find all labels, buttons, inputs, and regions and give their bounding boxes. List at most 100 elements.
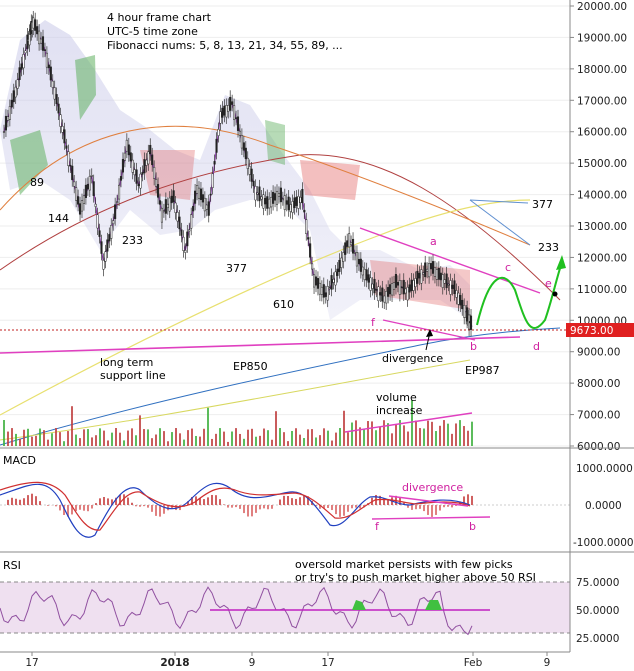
volume-bar: [155, 434, 157, 446]
rsi-tick-50: 50.0000: [576, 605, 619, 617]
candle-body: [73, 181, 76, 187]
macd-histogram-bar: [315, 505, 317, 507]
candle-body: [338, 259, 341, 272]
macd-histogram-bar: [107, 498, 109, 505]
candle-body: [164, 199, 167, 214]
volume-bar: [443, 420, 445, 446]
candle-body: [418, 272, 421, 279]
wave-label-e: e: [545, 277, 552, 290]
candle-body: [108, 234, 111, 242]
macd-histogram-bar: [407, 505, 409, 508]
candle-body: [205, 204, 208, 210]
candle-body: [314, 276, 318, 286]
candle-body: [92, 181, 95, 196]
candle-body: [116, 201, 119, 204]
point-e-marker: [552, 291, 558, 297]
volume-bar: [123, 440, 125, 446]
macd-histogram-bar: [471, 495, 473, 505]
macd-panel: MACD divergence f b 1000.0000 0.0000 -10…: [0, 448, 634, 552]
candle-body: [435, 269, 438, 280]
candle-body: [176, 211, 179, 222]
candle-body: [125, 139, 128, 152]
ema-yellow-line: [0, 199, 531, 416]
candle-body: [328, 287, 331, 289]
rsi-tick-75: 75.0000: [576, 577, 619, 589]
candle-body: [24, 50, 27, 54]
support-line-label-2: support line: [100, 369, 166, 382]
candle-body: [106, 239, 109, 252]
volume-bar: [243, 438, 245, 446]
candle-body: [291, 201, 294, 213]
macd-histogram-bar: [27, 495, 29, 505]
cloud-red-patch: [140, 150, 195, 200]
macd-histogram-bar: [59, 505, 61, 511]
candle-body: [82, 195, 86, 204]
candle-body: [326, 286, 329, 301]
candle-body: [373, 278, 376, 294]
volume-bars: [3, 400, 473, 446]
candle-body: [4, 115, 8, 131]
macd-histogram-bar: [247, 505, 249, 517]
candle-body: [65, 145, 68, 149]
macd-histogram-bar: [111, 499, 113, 505]
macd-histogram-bar: [127, 497, 129, 505]
candle-body: [431, 261, 435, 274]
candle-body: [398, 280, 401, 295]
candle-body: [233, 105, 236, 120]
header-line-3: Fibonacci nums: 5, 8, 13, 21, 34, 55, 89…: [107, 39, 343, 52]
candle-body: [184, 250, 187, 253]
candle-body: [88, 176, 91, 191]
volume-bar: [391, 433, 393, 446]
candle-body: [143, 159, 146, 174]
macd-tick-1000: 1000.0000: [576, 463, 633, 475]
ep850-label: EP850: [233, 360, 268, 373]
volume-bar: [367, 421, 369, 446]
macd-histogram-bar: [279, 499, 281, 505]
candle-body: [367, 274, 370, 283]
candle-body: [231, 101, 234, 105]
candle-body: [20, 63, 23, 70]
candle-body: [45, 52, 48, 68]
candle-body: [86, 184, 89, 190]
price-tick-label: 8000.00: [577, 378, 620, 390]
rsi-panel: RSI oversold market persists with few pi…: [0, 552, 619, 652]
macd-histogram-bar: [443, 505, 445, 508]
candle-body: [322, 284, 325, 298]
price-tick-label: 18000.00: [577, 64, 627, 76]
macd-histogram-bar: [211, 494, 213, 505]
volume-bar: [51, 433, 53, 446]
rsi-annotation-1: oversold market persists with few picks: [295, 558, 513, 571]
macd-histogram-bar: [71, 505, 73, 515]
macd-histogram-bar: [291, 498, 293, 505]
macd-histogram-bar: [439, 505, 441, 511]
ema-label-377-right: 377: [532, 198, 553, 211]
candle-body: [104, 251, 107, 262]
candle-body: [34, 19, 37, 31]
macd-histogram-bar: [131, 502, 133, 505]
candle-body: [313, 274, 316, 288]
volume-bar: [111, 432, 113, 446]
candle-body: [16, 79, 19, 89]
candle-body: [199, 188, 202, 200]
support-line-label: long term support line: [100, 356, 166, 382]
macd-histogram-bar: [171, 505, 173, 510]
macd-histogram-bar: [323, 505, 325, 509]
candle-body: [168, 197, 171, 212]
macd-histogram-bar: [455, 505, 457, 506]
candle-body: [268, 198, 271, 209]
candle-body: [404, 288, 407, 294]
candle-body: [219, 111, 222, 124]
rsi-band: [0, 582, 570, 633]
candle-body: [94, 203, 97, 207]
macd-histogram-bar: [419, 505, 421, 509]
candle-body: [293, 197, 296, 208]
macd-histogram-bar: [263, 505, 265, 509]
candle-body: [396, 282, 399, 286]
candle-body: [453, 280, 456, 294]
candle-body: [320, 286, 323, 295]
candle-body: [235, 117, 238, 119]
time-tick-label: 9: [249, 657, 256, 669]
macd-histogram-bar: [219, 499, 221, 505]
candle-body: [149, 144, 152, 155]
candle-body: [377, 286, 380, 302]
